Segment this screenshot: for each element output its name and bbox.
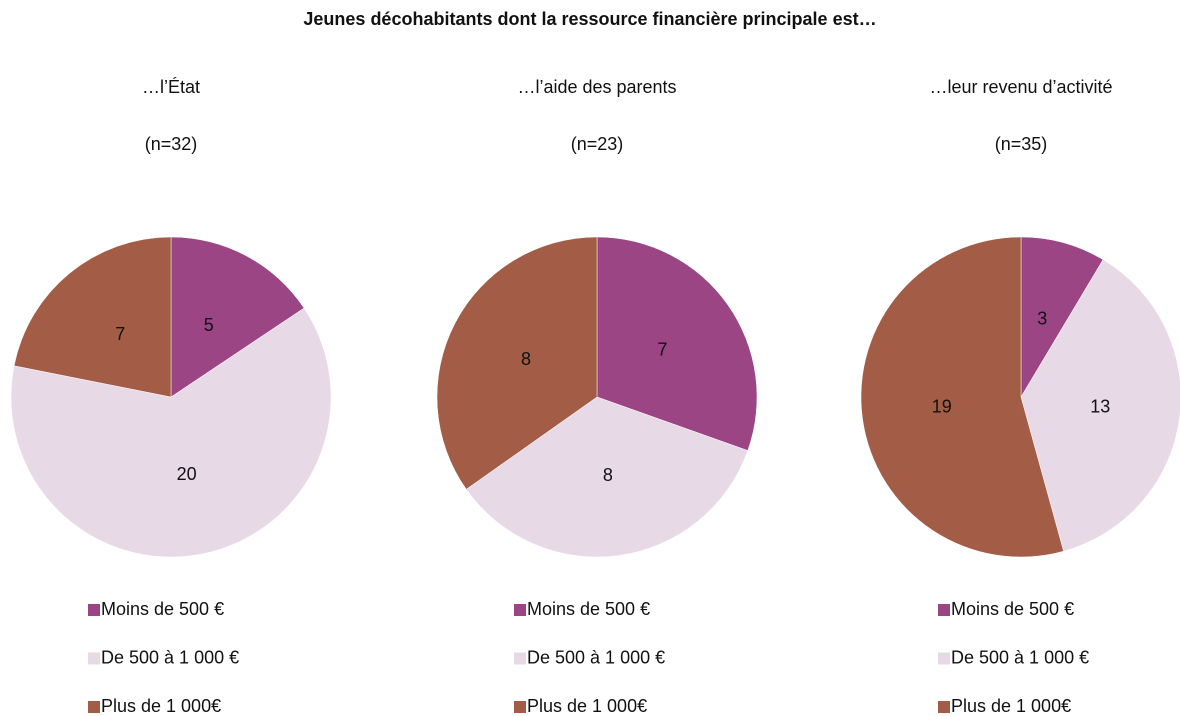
legend-label: De 500 à 1 000 € <box>101 647 239 667</box>
legend-label: De 500 à 1 000 € <box>951 647 1089 667</box>
pie-slice <box>170 236 305 398</box>
legend-swatch <box>514 652 526 665</box>
legend-label: Moins de 500 € <box>527 599 650 619</box>
chart-title: …l’aide des parents <box>517 77 676 97</box>
legend-label: Plus de 1 000€ <box>527 696 647 716</box>
pie-slice <box>436 236 598 490</box>
legend-label: Plus de 1 000€ <box>951 696 1071 716</box>
legend-label: Moins de 500 € <box>951 599 1074 619</box>
legend-swatch <box>938 701 950 713</box>
pie-slice <box>1020 236 1104 398</box>
data-label: 8 <box>603 465 613 485</box>
pie-slice <box>465 396 749 558</box>
legend-swatch <box>938 604 950 616</box>
chart-title: …l’État <box>142 77 200 97</box>
chart-subtitle: (n=32) <box>145 134 198 154</box>
legend-swatch <box>88 701 100 713</box>
legend-swatch <box>514 701 526 713</box>
data-label: 7 <box>115 324 125 344</box>
legend-swatch <box>88 652 100 665</box>
legend-swatch <box>938 652 950 665</box>
legend-label: Moins de 500 € <box>101 599 224 619</box>
legend-swatch <box>514 604 526 616</box>
legend-label: Plus de 1 000€ <box>101 696 221 716</box>
pie-slice <box>10 307 332 558</box>
legend-label: De 500 à 1 000 € <box>527 647 665 667</box>
legend-swatch <box>88 604 100 616</box>
pie-slice <box>596 236 758 451</box>
data-label: 8 <box>521 349 531 369</box>
data-label: 13 <box>1090 396 1110 416</box>
chart-title: …leur revenu d’activité <box>929 77 1112 97</box>
page-title: Jeunes décohabitants dont la ressource f… <box>303 9 876 29</box>
data-label: 3 <box>1037 309 1047 329</box>
data-label: 20 <box>177 464 197 484</box>
data-label: 7 <box>657 340 667 360</box>
data-label: 19 <box>932 396 952 416</box>
pie-slice <box>13 236 172 398</box>
chart-subtitle: (n=23) <box>571 134 624 154</box>
chart-subtitle: (n=35) <box>995 134 1048 154</box>
pie-slice <box>860 236 1064 558</box>
data-label: 5 <box>204 315 214 335</box>
